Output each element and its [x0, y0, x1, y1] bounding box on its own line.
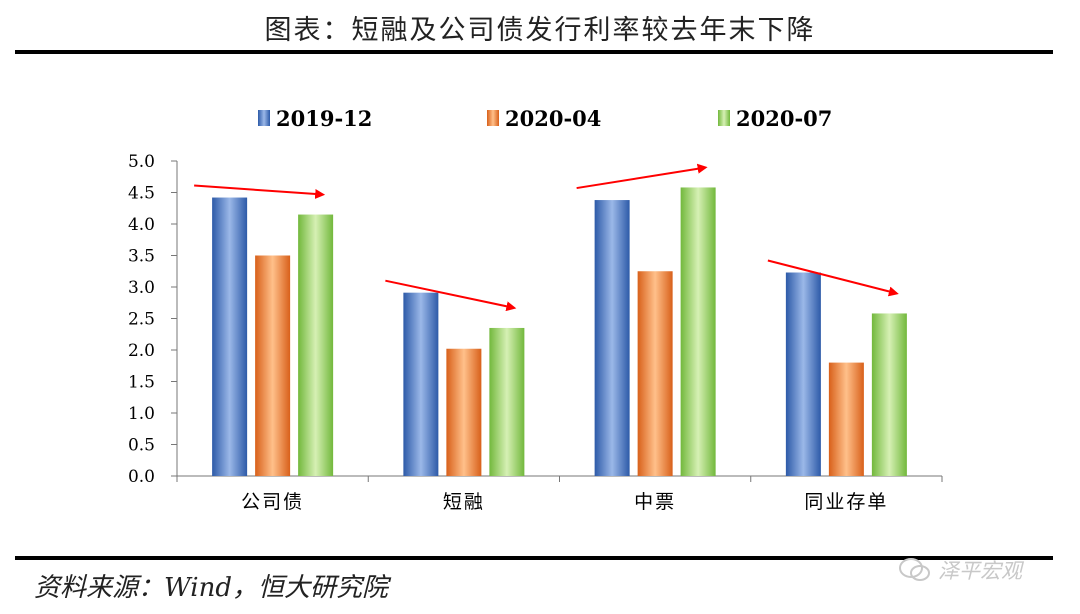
trend-arrow-短融	[385, 279, 517, 312]
y-tick-label: 3.5	[128, 247, 155, 267]
bar-2019-12-中票	[594, 200, 630, 476]
bar-2020-07-同业存单	[871, 313, 907, 476]
y-tick-label: 1.5	[128, 373, 155, 393]
bar-2019-12-公司债	[212, 197, 248, 477]
y-tick-label: 1.0	[128, 404, 155, 424]
chart-bars	[212, 187, 907, 477]
watermark-text: 泽平宏观	[938, 559, 1022, 583]
bar-2020-07-公司债	[298, 214, 334, 477]
bar-2020-04-短融	[446, 348, 482, 476]
legend-swatch-2019-12	[258, 110, 270, 126]
y-tick-label: 2.0	[128, 341, 155, 361]
y-tick-label: 3.0	[128, 278, 155, 298]
bar-2020-04-公司债	[255, 255, 291, 476]
bar-2020-04-同业存单	[828, 362, 864, 476]
page-title: 图表：短融及公司债发行利率较去年末下降	[264, 15, 816, 46]
y-tick-label: 0.0	[128, 467, 155, 487]
bottom-rule	[15, 556, 1053, 560]
wechat-icon	[899, 558, 930, 581]
bar-2020-07-中票	[680, 187, 716, 476]
bar-2019-12-同业存单	[785, 272, 821, 476]
legend-swatch-2020-04	[487, 110, 499, 126]
x-category-label: 公司债	[241, 491, 304, 513]
x-category-label: 中票	[634, 491, 676, 513]
y-tick-label: 4.0	[128, 215, 155, 235]
trend-arrows	[194, 163, 899, 312]
y-tick-label: 0.5	[128, 436, 155, 456]
trend-arrow-中票	[576, 163, 708, 190]
legend-label-2019-12: 2019-12	[276, 106, 372, 131]
top-rule	[15, 50, 1053, 54]
bar-2019-12-短融	[403, 292, 439, 476]
x-category-label: 同业存单	[804, 491, 888, 513]
y-tick-label: 5.0	[128, 152, 155, 172]
watermark: 泽平宏观	[898, 555, 1022, 585]
legend-label-2020-04: 2020-04	[505, 106, 601, 131]
trend-arrow-同业存单	[767, 259, 899, 297]
bar-2020-07-短融	[489, 327, 525, 476]
bar-2020-04-中票	[637, 271, 673, 476]
y-tick-label: 4.5	[128, 184, 155, 204]
chart-legend: 2019-12 2020-04 2020-07	[258, 106, 832, 131]
legend-swatch-2020-07	[718, 110, 730, 126]
source-note: 资料来源：Wind，恒大研究院	[34, 573, 388, 603]
y-tick-label: 2.5	[128, 310, 155, 330]
trend-arrow-公司债	[194, 184, 326, 199]
legend-label-2020-07: 2020-07	[736, 106, 832, 131]
x-category-label: 短融	[443, 491, 485, 513]
